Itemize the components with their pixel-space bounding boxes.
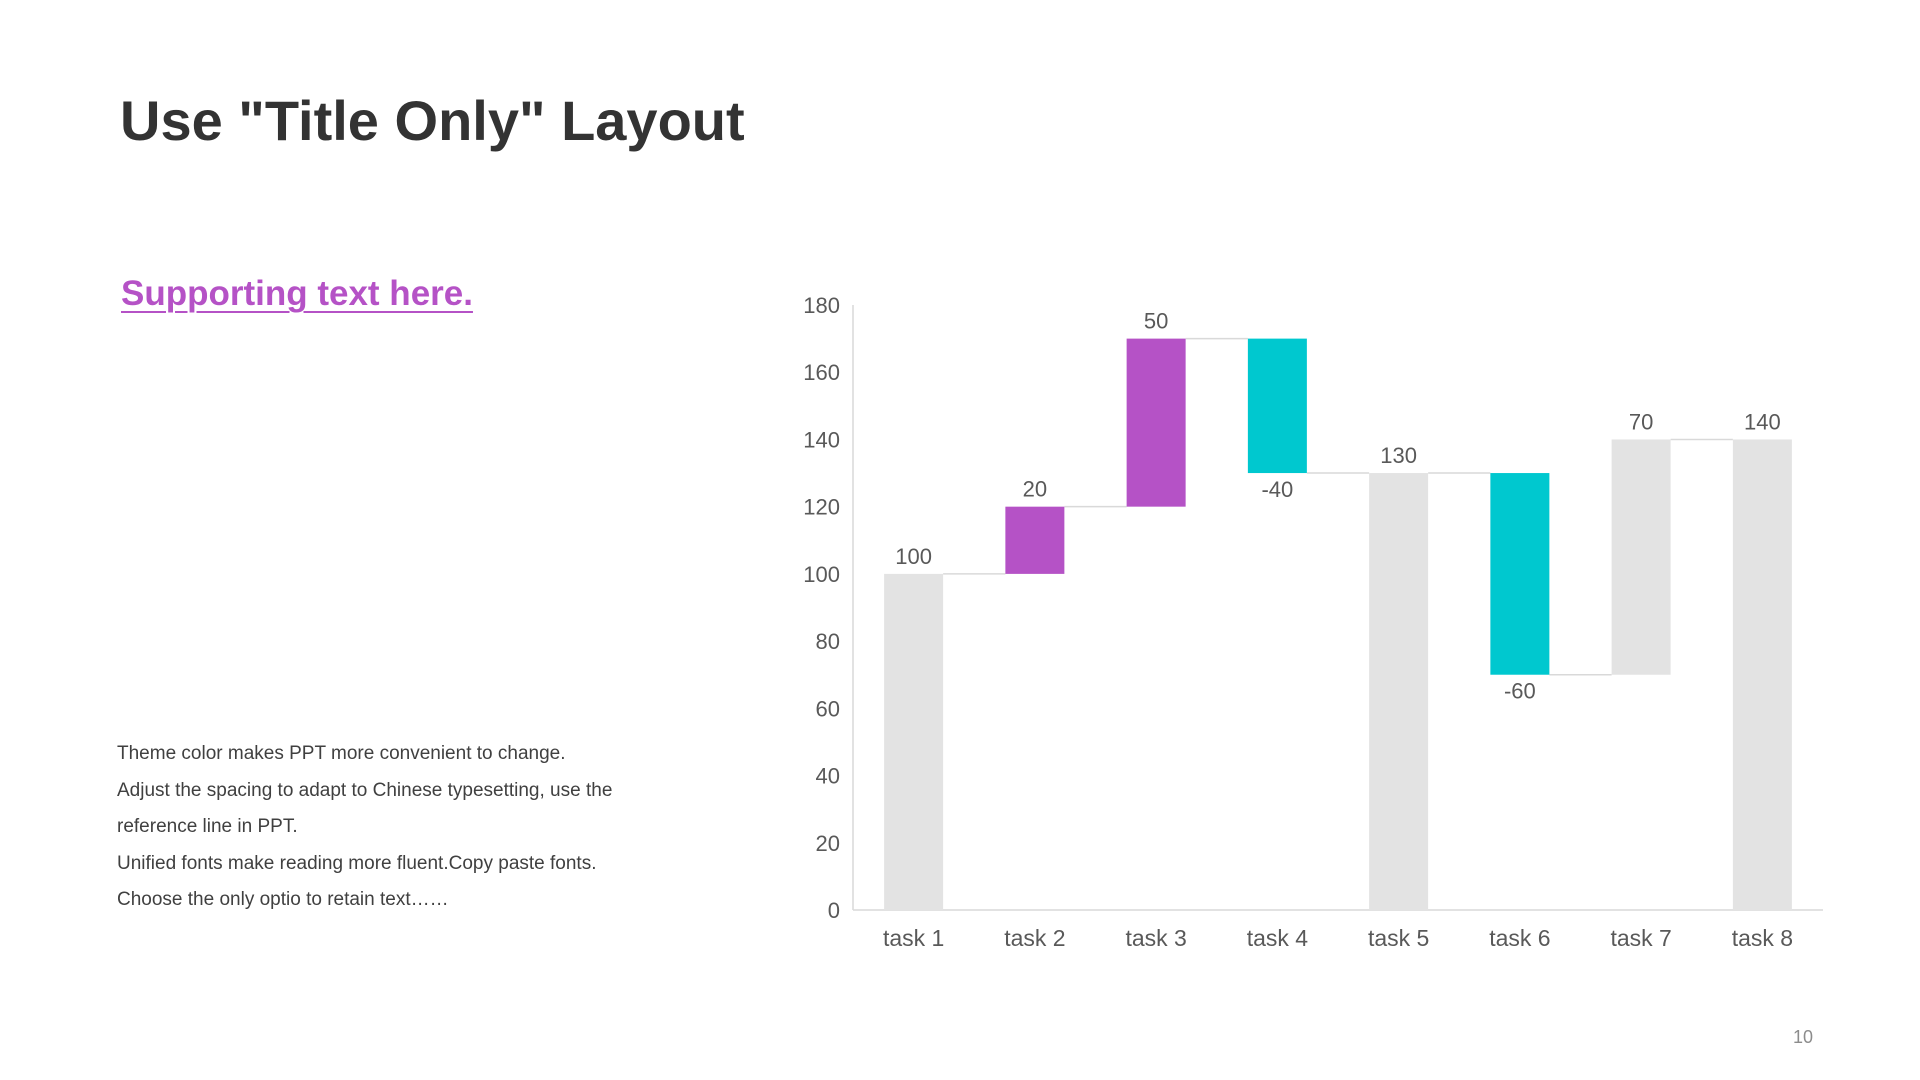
data-label: 130	[1380, 443, 1417, 468]
y-tick-label: 60	[816, 696, 840, 721]
data-label: 20	[1023, 477, 1047, 502]
data-label: 100	[895, 544, 932, 569]
x-tick-label: task 6	[1489, 925, 1550, 951]
bar-task-4	[1247, 338, 1307, 474]
y-tick-label: 100	[803, 562, 840, 587]
slide-title: Use "Title Only" Layout	[120, 89, 745, 152]
bar-task-3	[1126, 338, 1186, 507]
x-tick-label: task 3	[1125, 925, 1186, 951]
body-line-5: Choose the only optio to retain text……	[117, 889, 449, 910]
y-tick-label: 80	[816, 629, 840, 654]
data-label: 140	[1744, 409, 1781, 434]
y-tick-label: 20	[816, 831, 840, 856]
bar-task-5	[1369, 473, 1429, 910]
bar-task-8	[1732, 439, 1792, 910]
x-tick-label: task 2	[1004, 925, 1065, 951]
y-tick-label: 160	[803, 360, 840, 385]
supporting-text: Supporting text here.	[121, 274, 473, 313]
y-tick-label: 120	[803, 495, 840, 520]
page-number: 10	[1792, 1027, 1813, 1047]
data-label: 70	[1629, 409, 1653, 434]
x-tick-label: task 4	[1247, 925, 1309, 951]
body-line-1: Theme color makes PPT more convenient to…	[117, 743, 566, 764]
bar-task-7	[1611, 439, 1671, 675]
bar-task-2	[1005, 506, 1065, 574]
data-label: -60	[1504, 679, 1536, 704]
bar-task-1	[884, 573, 944, 910]
body-line-4: Unified fonts make reading more fluent.C…	[117, 852, 597, 874]
y-tick-label: 0	[828, 898, 840, 923]
y-tick-label: 140	[803, 427, 840, 452]
body-text: Theme color makes PPT more convenient to…	[117, 736, 677, 919]
x-tick-label: task 7	[1610, 925, 1671, 951]
body-line-3: reference line in PPT.	[117, 816, 298, 837]
waterfall-chart: 0 20 40 60 80 100 120 140 160 180 100 task 1 20 task …	[803, 293, 1823, 951]
y-tick-label: 180	[803, 293, 840, 318]
x-tick-label: task 5	[1368, 925, 1429, 951]
body-line-2: Adjust the spacing to adapt to Chinese t…	[117, 779, 613, 801]
data-label: -40	[1261, 477, 1293, 502]
x-tick-label: task 1	[883, 925, 944, 951]
data-label: 50	[1144, 309, 1168, 334]
y-tick-label: 40	[816, 764, 840, 789]
bar-task-6	[1490, 473, 1550, 675]
x-tick-label: task 8	[1732, 925, 1793, 951]
